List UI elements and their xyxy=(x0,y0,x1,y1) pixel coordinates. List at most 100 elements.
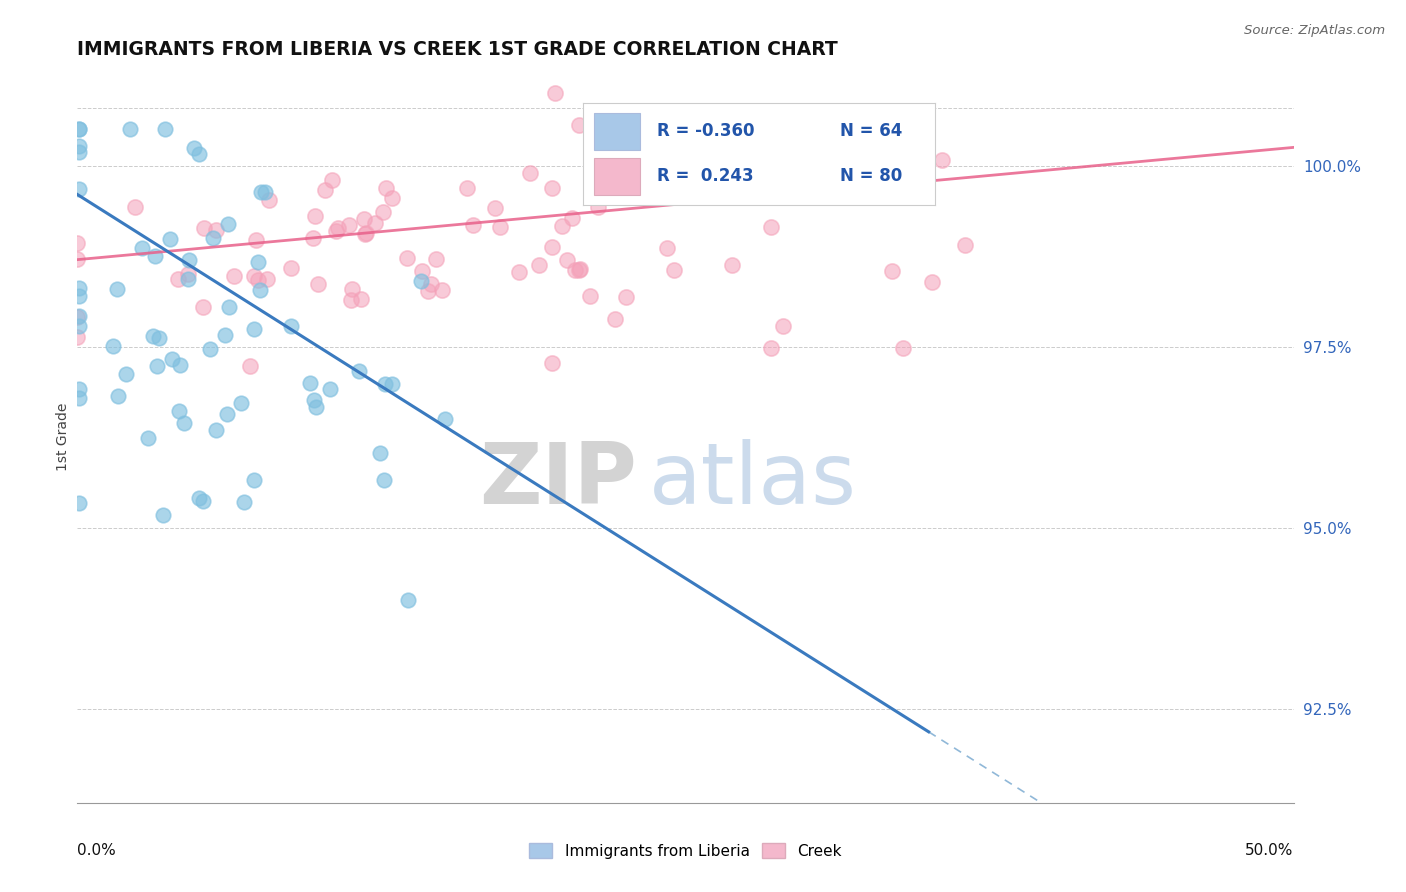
Text: N = 64: N = 64 xyxy=(841,122,903,140)
Point xyxy=(759,219,782,234)
Point xyxy=(177,267,200,281)
Point xyxy=(353,211,375,226)
Point xyxy=(191,300,214,314)
Point xyxy=(304,209,326,223)
Point xyxy=(347,364,370,378)
Point xyxy=(561,211,583,225)
Point xyxy=(246,254,269,268)
Point xyxy=(246,273,269,287)
Point xyxy=(177,272,200,286)
Point xyxy=(307,277,329,291)
Point xyxy=(67,496,90,510)
Point xyxy=(395,251,418,265)
Point xyxy=(67,145,90,159)
Text: 50.0%: 50.0% xyxy=(1246,843,1294,858)
Point xyxy=(363,216,385,230)
Text: IMMIGRANTS FROM LIBERIA VS CREEK 1ST GRADE CORRELATION CHART: IMMIGRANTS FROM LIBERIA VS CREEK 1ST GRA… xyxy=(77,39,838,59)
Text: ZIP: ZIP xyxy=(479,440,637,523)
Point xyxy=(250,185,273,199)
Point xyxy=(433,412,456,426)
Point xyxy=(340,282,363,296)
Point xyxy=(350,292,373,306)
Point xyxy=(67,383,90,397)
Point xyxy=(245,233,267,247)
Point xyxy=(305,400,328,414)
Point xyxy=(568,261,591,276)
Point xyxy=(257,193,280,207)
Point xyxy=(381,376,404,391)
Point xyxy=(564,263,586,277)
Point xyxy=(67,122,90,136)
Point xyxy=(790,188,813,202)
Point xyxy=(655,241,678,255)
Point xyxy=(527,258,550,272)
Point xyxy=(544,86,567,100)
Point xyxy=(880,264,903,278)
Point xyxy=(124,200,146,214)
Point xyxy=(603,312,626,326)
Point xyxy=(243,322,266,336)
Point xyxy=(249,283,271,297)
Point xyxy=(550,219,572,233)
Point xyxy=(183,141,205,155)
Point xyxy=(541,180,564,194)
Point xyxy=(396,592,419,607)
Text: Source: ZipAtlas.com: Source: ZipAtlas.com xyxy=(1244,24,1385,37)
Point xyxy=(253,185,276,199)
Point xyxy=(243,473,266,487)
Point xyxy=(218,300,240,314)
Point xyxy=(188,491,211,505)
Point xyxy=(371,204,394,219)
Point xyxy=(891,341,914,355)
Point xyxy=(280,260,302,275)
Point xyxy=(239,359,262,373)
Point xyxy=(955,237,977,252)
Text: N = 80: N = 80 xyxy=(841,168,903,186)
Point xyxy=(214,327,236,342)
Point xyxy=(654,137,676,152)
Point xyxy=(145,359,167,373)
Point xyxy=(166,272,188,286)
Y-axis label: 1st Grade: 1st Grade xyxy=(56,403,70,471)
Point xyxy=(148,331,170,345)
Text: R =  0.243: R = 0.243 xyxy=(658,168,754,186)
Point xyxy=(484,201,506,215)
Point xyxy=(198,342,221,356)
Point xyxy=(707,160,730,174)
Point xyxy=(67,391,90,405)
Point xyxy=(921,275,943,289)
Point xyxy=(489,219,512,234)
Point xyxy=(131,241,153,255)
Point xyxy=(354,227,377,241)
Point xyxy=(759,341,782,355)
Point xyxy=(142,328,165,343)
Point xyxy=(67,281,90,295)
Point xyxy=(67,309,90,323)
Point xyxy=(191,494,214,508)
Point xyxy=(67,289,90,303)
Point xyxy=(66,310,89,325)
Point xyxy=(242,268,264,283)
Point xyxy=(463,218,485,232)
Point xyxy=(541,240,564,254)
Point xyxy=(107,389,129,403)
Legend: Immigrants from Liberia, Creek: Immigrants from Liberia, Creek xyxy=(523,837,848,864)
Text: atlas: atlas xyxy=(650,440,856,523)
Point xyxy=(519,166,541,180)
Point xyxy=(373,473,395,487)
Point xyxy=(143,249,166,263)
Point xyxy=(256,272,278,286)
Point xyxy=(120,122,142,136)
Point xyxy=(105,282,128,296)
Point xyxy=(420,277,443,292)
Point xyxy=(224,268,246,283)
Point xyxy=(201,231,224,245)
FancyBboxPatch shape xyxy=(593,158,640,194)
Point xyxy=(381,191,404,205)
Point xyxy=(229,395,252,409)
Point xyxy=(931,153,953,168)
Point xyxy=(115,368,138,382)
Point xyxy=(662,262,685,277)
Point xyxy=(337,218,360,232)
Point xyxy=(159,232,181,246)
